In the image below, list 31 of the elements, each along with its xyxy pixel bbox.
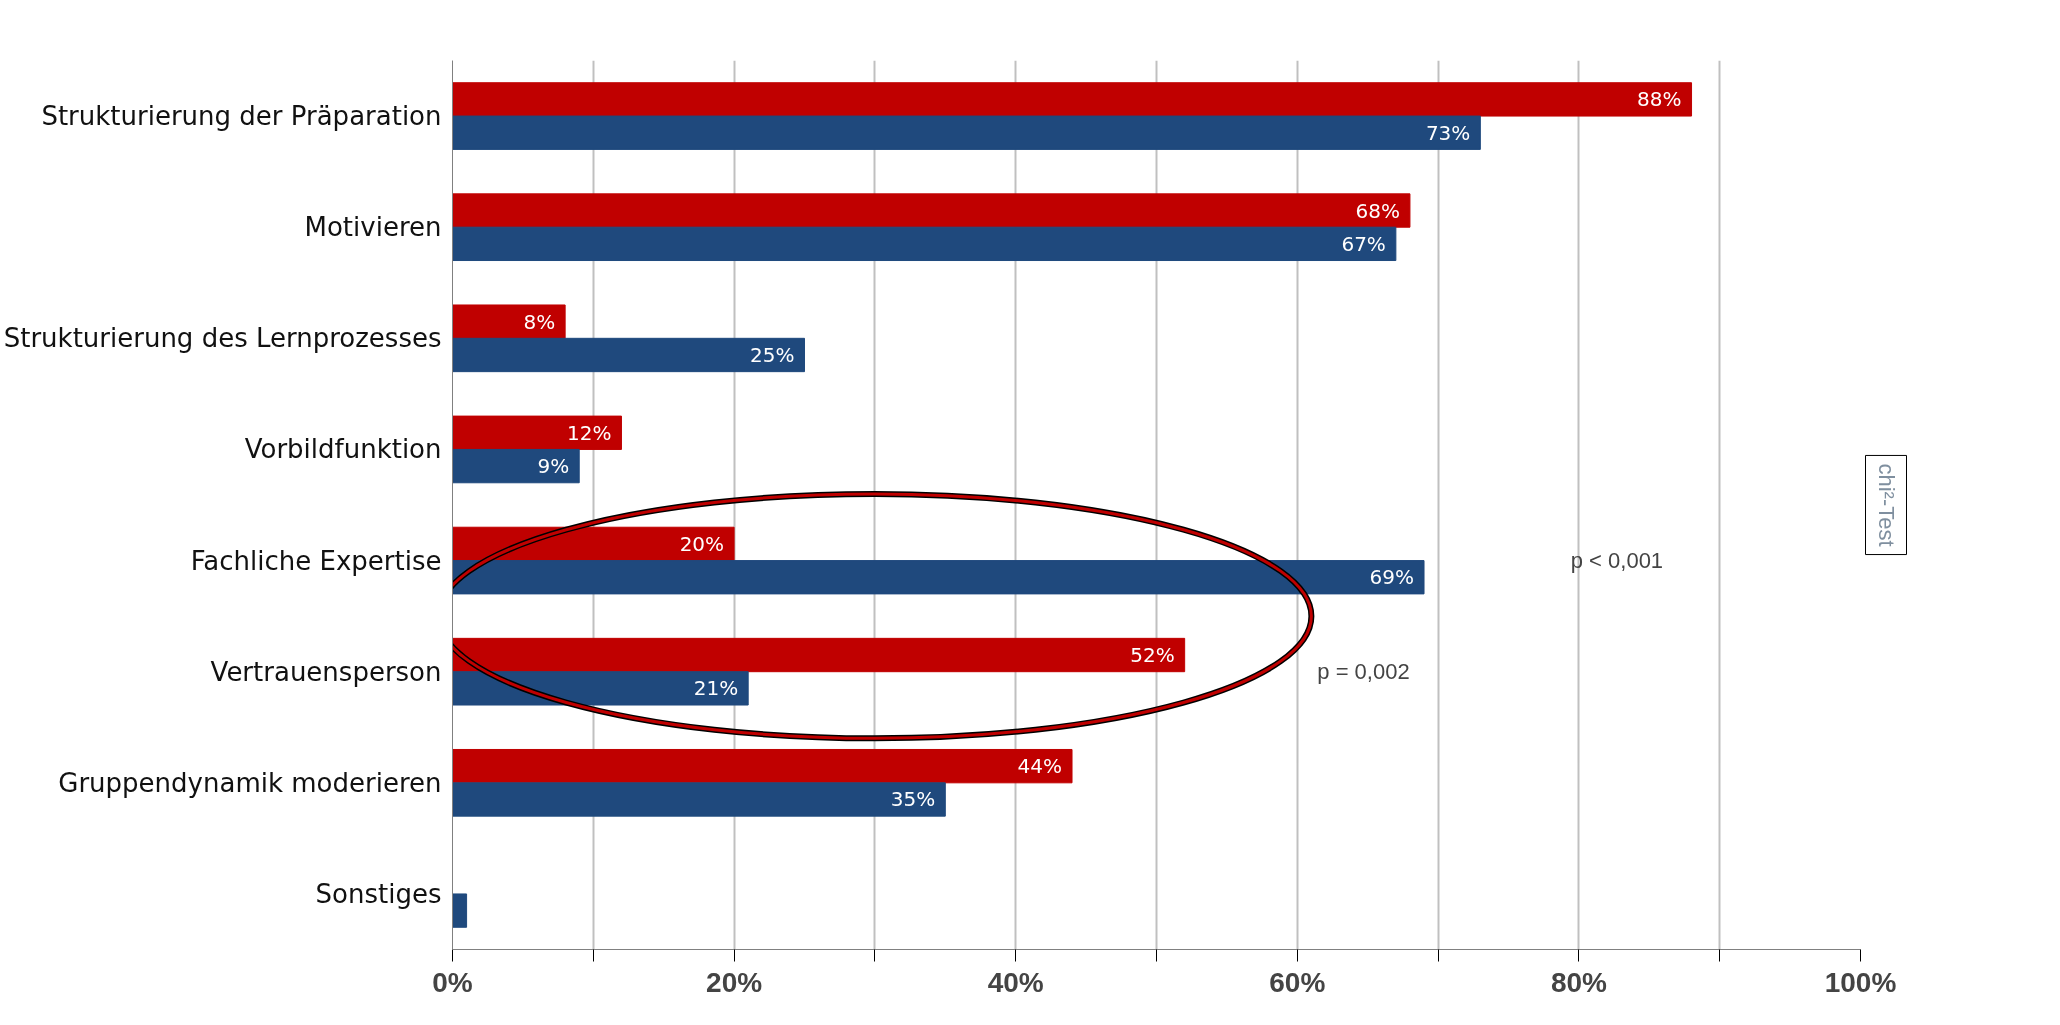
x-tick-label: 0% xyxy=(432,966,473,998)
data-label: 68% xyxy=(1355,198,1400,223)
x-tick-label: 100% xyxy=(1824,966,1897,998)
x-tick-label: 40% xyxy=(987,966,1044,998)
y-tick-label: Vorbildfunktion xyxy=(244,434,442,465)
data-label: 8% xyxy=(523,309,556,334)
y-tick-label: Fachliche Expertise xyxy=(190,545,442,576)
data-label: 73% xyxy=(1425,120,1471,145)
data-label: 20% xyxy=(679,531,725,556)
data-label: 25% xyxy=(750,342,795,367)
annotation: p < 0,001 xyxy=(1570,548,1664,574)
data-label: 52% xyxy=(1130,643,1175,668)
annotation: p = 0,002 xyxy=(1317,659,1410,685)
y-tick-label: Sonstiges xyxy=(315,878,442,909)
y-tick-label: Vertrauensperson xyxy=(210,656,442,687)
data-label: 88% xyxy=(1637,87,1682,112)
y-tick-label: Gruppendynamik moderieren xyxy=(58,767,442,798)
data-label: 12% xyxy=(567,420,612,445)
text: chi²-Test xyxy=(1873,463,1899,547)
y-tick-label: Motivieren xyxy=(304,212,442,243)
x-tick-label: 80% xyxy=(1550,966,1608,998)
data-label: 44% xyxy=(1017,754,1063,779)
data-label: 35% xyxy=(890,787,936,812)
y-tick-label: Strukturierung des Lernprozesses xyxy=(3,323,442,354)
data-label: 67% xyxy=(1341,231,1386,256)
x-tick-label: 60% xyxy=(1269,966,1326,998)
data-label: 9% xyxy=(537,454,570,479)
x-tick-label: 20% xyxy=(706,966,763,998)
data-label: 21% xyxy=(693,676,739,701)
y-tick-label: Strukturierung der Präparation xyxy=(41,101,442,132)
data-label: 69% xyxy=(1369,565,1415,590)
